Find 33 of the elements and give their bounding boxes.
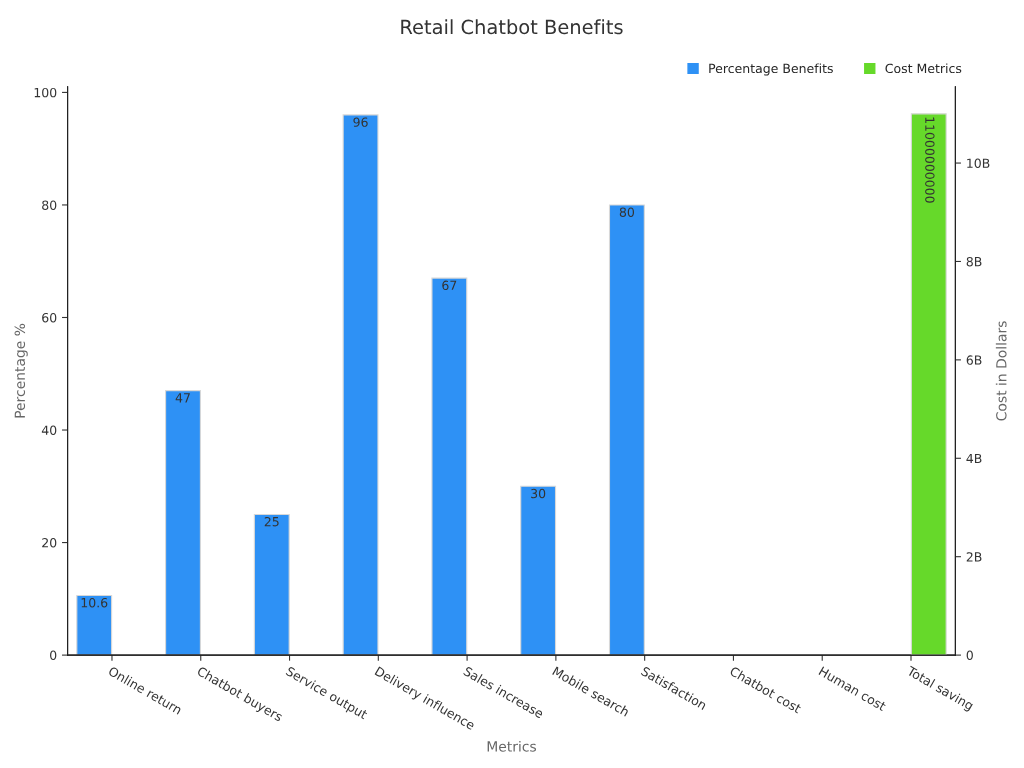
y-tick-label: 60 — [42, 312, 57, 323]
data-label: 80 — [619, 207, 635, 217]
y2-tick-label: 4B — [966, 453, 982, 464]
data-label: 47 — [175, 393, 190, 403]
y2-tick-label: 2B — [966, 552, 982, 562]
bar — [342, 114, 379, 656]
data-label: 67 — [442, 280, 457, 291]
y2-tick-label: 6B — [966, 355, 982, 365]
data-label: 25 — [264, 516, 279, 527]
x-axis-title: Metrics — [487, 740, 537, 752]
y-tick-label: 100 — [34, 87, 57, 98]
bar — [165, 390, 201, 656]
y2-tick-label: 8B — [966, 256, 982, 267]
y-tick-label: 20 — [42, 538, 57, 548]
bar — [431, 277, 468, 656]
legend-label: Percentage Benefits — [709, 63, 833, 76]
y2-tick-label: 0 — [966, 650, 973, 661]
bar — [76, 594, 113, 656]
legend-label: Cost Metrics — [885, 63, 962, 74]
data-label: 11000000000 — [925, 117, 935, 203]
data-label: 96 — [353, 117, 368, 127]
bar — [253, 513, 290, 656]
bar — [608, 204, 645, 656]
y2-tick-label: 10B — [967, 158, 990, 168]
data-label: 30 — [531, 488, 546, 499]
chart-title: Retail Chatbot Benefits — [401, 19, 623, 35]
y-tick-label: 0 — [50, 650, 57, 661]
y2-axis-title: Cost in Dollars — [995, 321, 1007, 421]
y-tick-label: 40 — [41, 425, 57, 435]
data-label: 10.6 — [81, 597, 108, 608]
y-axis-title: Percentage % — [14, 323, 28, 418]
y-tick-label: 80 — [42, 200, 57, 210]
bar — [520, 485, 557, 656]
